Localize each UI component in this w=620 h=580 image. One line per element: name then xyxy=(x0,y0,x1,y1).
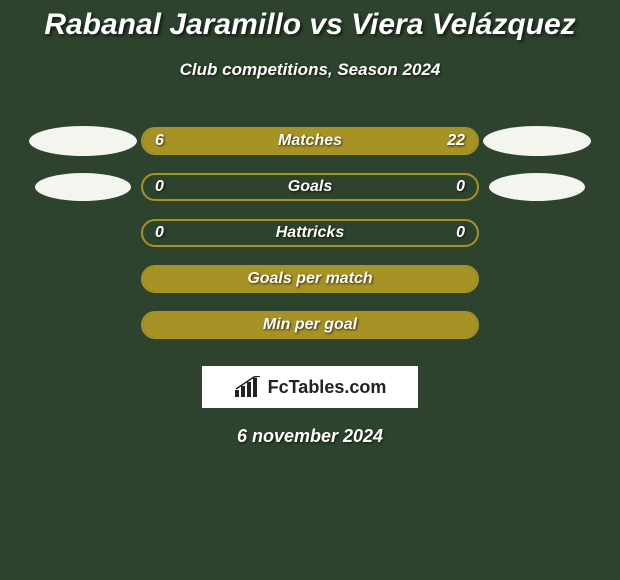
stat-bar: Goals per match xyxy=(141,265,479,293)
left-logo-slot xyxy=(25,126,141,156)
stat-label: Goals per match xyxy=(143,267,477,291)
stat-bar: Min per goal xyxy=(141,311,479,339)
stat-label: Min per goal xyxy=(143,313,477,337)
right-logo-slot xyxy=(479,173,595,201)
chart-icon xyxy=(234,376,262,398)
team-logo-left xyxy=(35,173,131,201)
team-logo-right xyxy=(483,126,591,156)
stat-bar: 622Matches xyxy=(141,127,479,155)
watermark-text: FcTables.com xyxy=(268,377,387,398)
date-label: 6 november 2024 xyxy=(0,426,620,447)
team-logo-right xyxy=(489,173,585,201)
stat-label: Matches xyxy=(143,129,477,153)
stat-row: 622Matches xyxy=(0,118,620,164)
stat-label: Goals xyxy=(143,175,477,199)
stat-bar: 00Goals xyxy=(141,173,479,201)
stats-container: 622Matches 00Goals 00Hattricks Goals per ma… xyxy=(0,118,620,348)
stat-row: 00Hattricks xyxy=(0,210,620,256)
right-logo-slot xyxy=(479,126,595,156)
stat-row: 00Goals xyxy=(0,164,620,210)
team-logo-left xyxy=(29,126,137,156)
stat-label: Hattricks xyxy=(143,221,477,245)
page-subtitle: Club competitions, Season 2024 xyxy=(0,60,620,80)
watermark: FcTables.com xyxy=(202,366,418,408)
left-logo-slot xyxy=(25,173,141,201)
stat-row: Min per goal xyxy=(0,302,620,348)
page-title: Rabanal Jaramillo vs Viera Velázquez xyxy=(0,0,620,42)
stat-bar: 00Hattricks xyxy=(141,219,479,247)
stat-row: Goals per match xyxy=(0,256,620,302)
